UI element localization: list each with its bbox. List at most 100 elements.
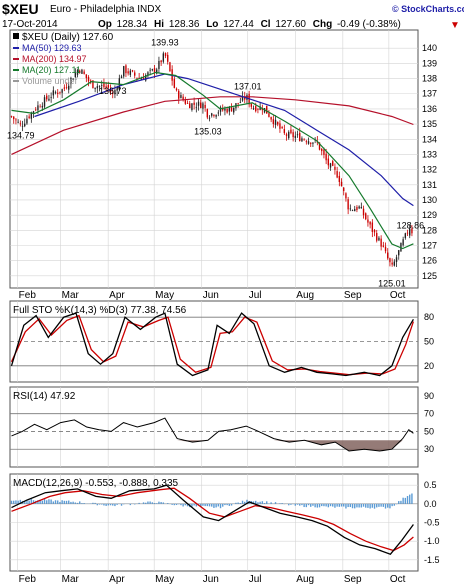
candle-body: [393, 261, 396, 266]
op-label: Op: [98, 19, 112, 30]
candle-body: [46, 95, 48, 100]
macd-histogram-bar: [358, 503, 360, 508]
macd-histogram-bar: [13, 500, 15, 504]
candle-body: [116, 88, 118, 91]
candle-body: [129, 70, 132, 75]
macd-histogram-bar: [184, 503, 187, 506]
price-y-tick: 131: [422, 180, 437, 190]
macd-histogram-bar: [288, 503, 290, 506]
candle-body: [202, 103, 204, 109]
macd-histogram-bar: [39, 499, 41, 504]
macd-histogram-bar: [120, 503, 123, 506]
candle-body: [380, 238, 382, 247]
candle-body: [398, 250, 400, 256]
candle-body: [74, 72, 77, 78]
price-annotation: 136.73: [99, 86, 127, 96]
candle-body: [83, 71, 85, 74]
candle-body: [305, 141, 308, 143]
candle-body: [127, 71, 129, 74]
macd-histogram-bar: [349, 503, 352, 508]
macd-histogram-bar: [270, 502, 272, 504]
macd-histogram-bar: [173, 503, 176, 506]
price-annotation: 135.03: [194, 127, 222, 137]
macd-histogram-bar: [92, 502, 94, 504]
candle-body: [387, 252, 389, 259]
stochastic-labels: 20 50 80 Full STO %K(14,3) %D(3) 77.38, 74.…: [13, 305, 434, 371]
candle-body: [303, 139, 305, 141]
candle-body: [41, 105, 44, 108]
macd-histogram-bar: [180, 503, 182, 506]
candle-body: [208, 117, 211, 119]
stochastic-y-tick: 80: [424, 312, 434, 322]
x-axis-bottom-label: Apr: [109, 574, 125, 585]
price-panel: 125 126 127 128 129 130 131 132 133 134 135 136 137 1…: [7, 29, 437, 289]
lo-value: 127.44: [223, 19, 254, 30]
rsi-y-tick: 90: [424, 391, 434, 401]
candle-body: [219, 107, 222, 112]
macd-histogram-bar: [327, 503, 330, 508]
price-y-tick: 128: [422, 225, 437, 235]
candle-body: [365, 213, 367, 220]
candle-body: [26, 118, 28, 124]
candle-body: [376, 233, 378, 241]
macd-histogram-bar: [404, 497, 407, 504]
candle-body: [92, 80, 94, 89]
candle-body: [257, 109, 259, 110]
candle-body: [336, 171, 338, 178]
candle-body: [222, 108, 224, 111]
macd-histogram-bar: [356, 503, 358, 508]
x-axis-bottom-label: Sep: [344, 574, 362, 585]
candle-body: [389, 258, 391, 263]
macd-title: MACD(12,26,9) -0.553, -0.888, 0.335: [13, 478, 179, 489]
macd-histogram-bar: [182, 503, 184, 507]
candle-body: [384, 246, 387, 252]
macd-histogram-bar: [321, 503, 323, 507]
macd-histogram-bar: [213, 503, 215, 508]
candle-body: [48, 98, 50, 101]
candle-body: [294, 135, 297, 139]
stochastic-k-line: [10, 312, 414, 377]
macd-histogram-bar: [224, 503, 226, 506]
candle-body: [323, 149, 325, 155]
macd-histogram-bar: [81, 503, 83, 504]
legend-entry: MA(20) 127.11: [22, 65, 81, 75]
candle-body: [153, 68, 156, 73]
candle-body: [68, 85, 70, 90]
candle-body: [217, 112, 220, 114]
stochastic-panel: 20 50 80 Full STO %K(14,3) %D(3) 77.38, 74.…: [9, 300, 434, 383]
candle-body: [318, 142, 321, 150]
candle-body: [189, 103, 191, 109]
price-series: [10, 51, 414, 267]
macd-histogram-bar: [393, 503, 396, 506]
macd-histogram-bar: [376, 503, 378, 508]
x-axis-bottom-label: Jul: [249, 574, 262, 585]
candle-body: [233, 107, 235, 113]
macd-histogram-bar: [167, 503, 169, 504]
macd-histogram-bar: [261, 501, 264, 504]
candle-body: [123, 66, 125, 77]
candle-body: [345, 193, 347, 199]
chg-label: Chg: [313, 19, 332, 30]
candle-body: [404, 233, 407, 239]
candle-body: [281, 127, 283, 129]
candle-body: [371, 222, 374, 232]
macd-histogram-bar: [109, 503, 112, 506]
macd-y-tick: -1.5: [424, 555, 440, 565]
candle-body: [112, 92, 114, 95]
macd-histogram-bar: [37, 500, 39, 504]
rsi-panel-frame: [9, 386, 419, 468]
candle-body: [158, 60, 160, 69]
candle-body: [411, 228, 413, 234]
candle-body: [197, 101, 200, 106]
macd-histogram-bar: [380, 503, 382, 507]
candle-body: [360, 206, 363, 209]
x-axis-top-label: Jul: [249, 290, 262, 301]
macd-histogram-bar: [94, 502, 96, 504]
candle-body: [268, 113, 270, 117]
macd-histogram-bar: [50, 499, 52, 504]
candle-body: [274, 119, 277, 125]
candle-body: [140, 78, 143, 80]
price-y-tick: 134: [422, 134, 437, 144]
candle-body: [310, 142, 312, 144]
macd-histogram-bar: [215, 503, 217, 508]
